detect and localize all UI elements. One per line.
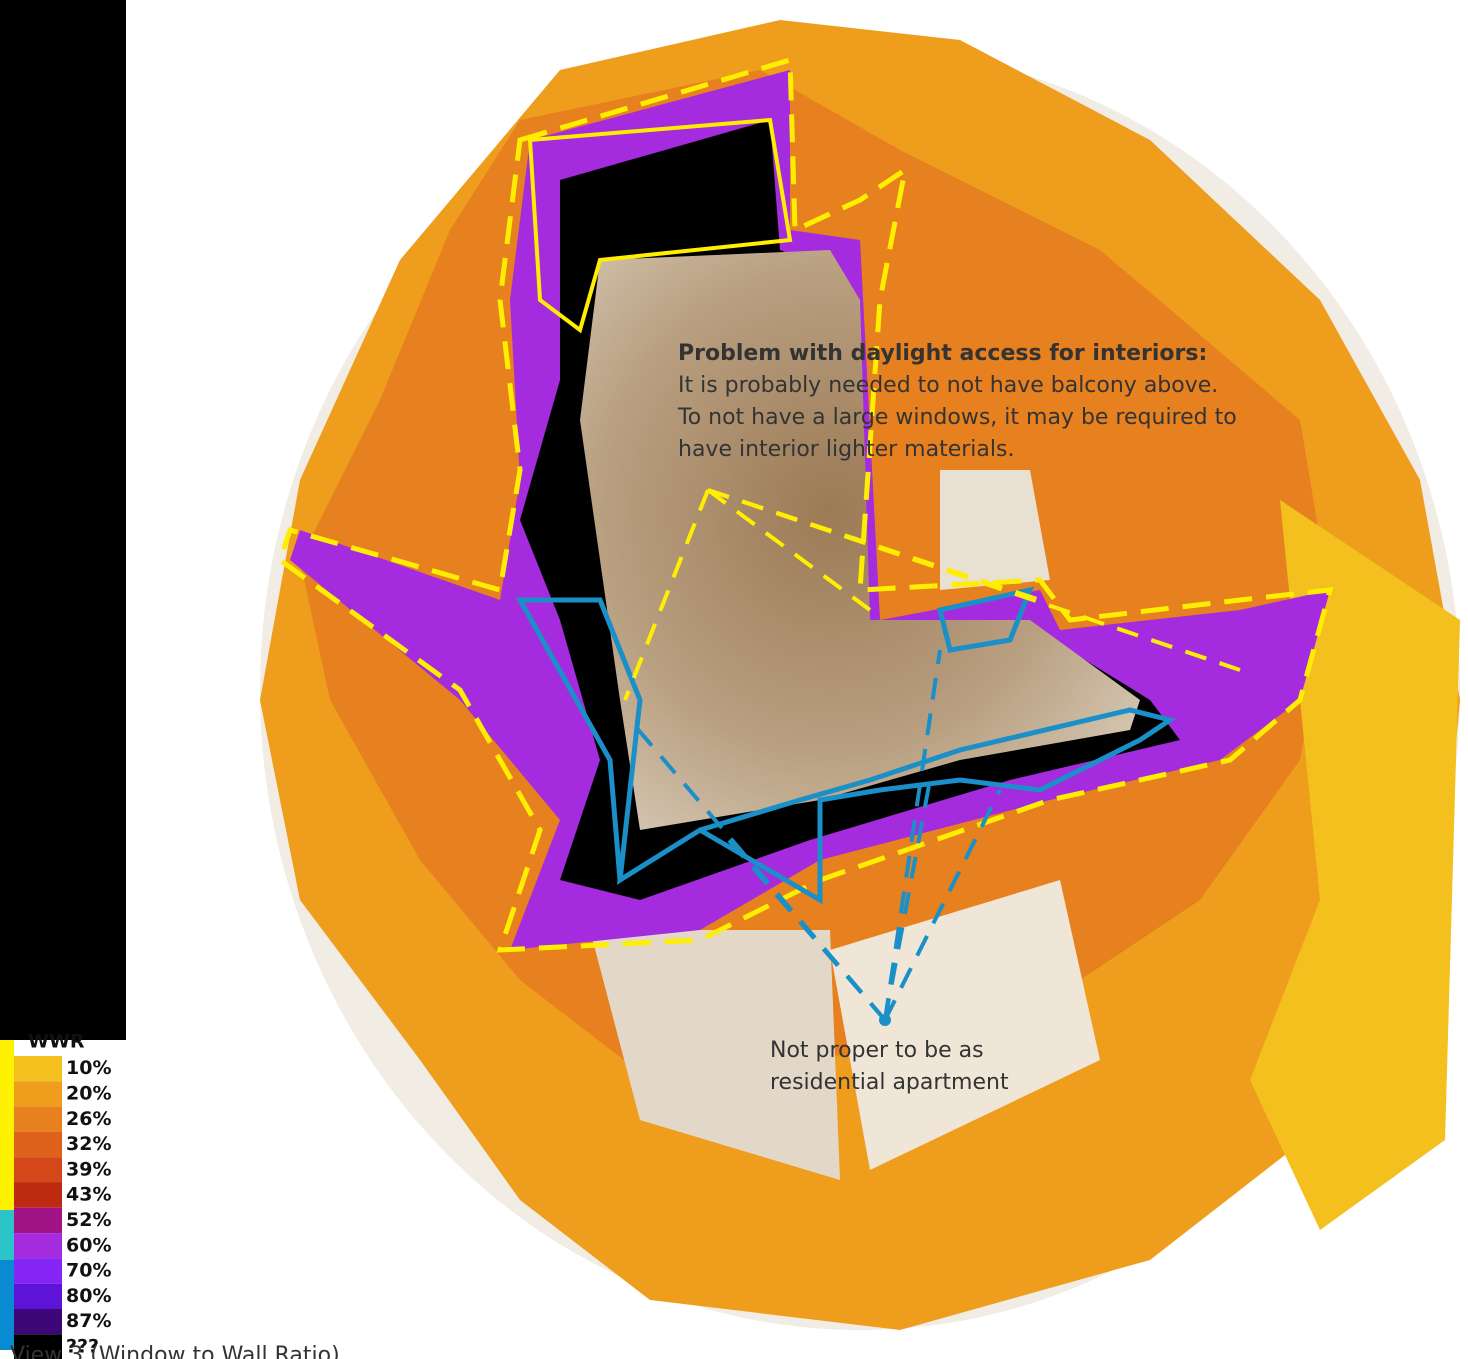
legend-label: 20%: [66, 1082, 111, 1104]
annotations: Problem with daylight access for interio…: [677, 341, 1237, 1095]
legend-swatch: [14, 1233, 62, 1259]
legend-label: 87%: [66, 1310, 111, 1332]
side-strip: [0, 1260, 14, 1350]
legend-swatch: [14, 1258, 62, 1284]
legend-label: 43%: [66, 1184, 111, 1206]
caption: View 3 (Window to Wall Ratio): [10, 1343, 340, 1359]
annotation-line: Not proper to be as: [770, 1038, 984, 1063]
legend-title: WWR: [28, 1031, 85, 1053]
legend-label: 39%: [66, 1158, 111, 1180]
legend-swatch: [14, 1283, 62, 1309]
annotation-line: It is probably needed to not have balcon…: [678, 373, 1218, 398]
legend-label: 60%: [66, 1234, 111, 1256]
side-strip: [0, 1210, 14, 1260]
annotation-title: Problem with daylight access for interio…: [678, 341, 1207, 366]
legend-label: 32%: [66, 1133, 111, 1155]
legend-swatch: [14, 1182, 62, 1208]
legend-swatch: [14, 1157, 62, 1183]
side-strip: [0, 1040, 14, 1210]
legend-label: 70%: [66, 1260, 111, 1282]
legend-swatch: [14, 1056, 62, 1082]
annotation-line: residential apartment: [770, 1070, 1009, 1095]
legend-label: 80%: [66, 1285, 111, 1307]
legend-swatch: [14, 1207, 62, 1234]
fisheye-render: [260, 20, 1460, 1330]
legend-swatch: [14, 1131, 62, 1158]
legend-swatch: [14, 1106, 62, 1132]
legend-label: 26%: [66, 1108, 111, 1130]
annotation-line: To not have a large windows, it may be r…: [677, 405, 1237, 430]
side-panel: [0, 0, 126, 1040]
legend-swatch: [14, 1334, 62, 1359]
legend-label: 10%: [66, 1057, 111, 1079]
annotation-line: have interior lighter materials.: [678, 437, 1014, 462]
legend-label: ???: [66, 1335, 99, 1357]
legend-label: 52%: [66, 1209, 111, 1231]
legend-swatch: [14, 1309, 62, 1335]
legend-swatch: [14, 1081, 62, 1107]
legend: WWR 10% 20% 26% 32% 39% 43% 52% 60% 70% 80% 87%???: [14, 1031, 111, 1359]
